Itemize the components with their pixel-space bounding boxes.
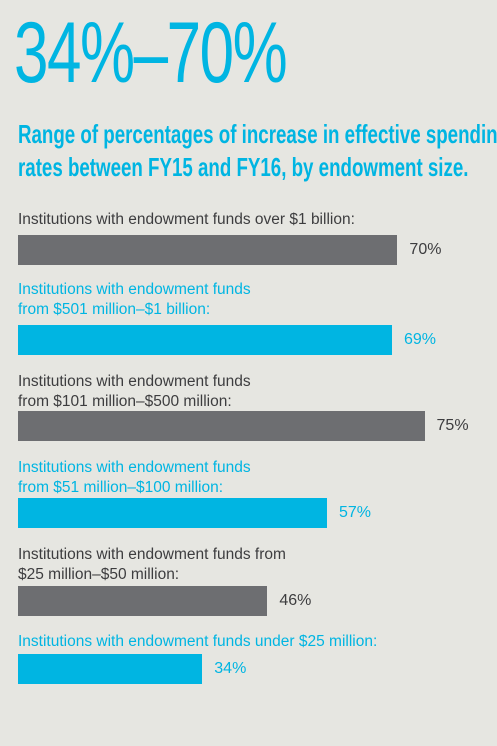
value-label: 34% — [214, 660, 247, 677]
value-label: 57% — [338, 504, 371, 521]
category-label: Institutions with endowment funds from $… — [18, 546, 286, 583]
category-label: Institutions with endowment funds over $… — [18, 211, 355, 228]
bar — [18, 411, 425, 441]
category-label: Institutions with endowment funds under … — [18, 633, 378, 650]
value-label: 69% — [404, 331, 437, 348]
bar — [18, 586, 268, 616]
chart-title: 34%–70% — [14, 5, 288, 101]
value-label: 70% — [409, 241, 442, 258]
bar — [18, 498, 327, 528]
value-label: 75% — [436, 417, 469, 434]
value-label: 46% — [279, 592, 312, 609]
bar — [18, 235, 398, 265]
category-label: Institutions with endowment funds from $… — [18, 459, 251, 496]
category-label: Institutions with endowment funds from $… — [18, 373, 251, 410]
category-label: Institutions with endowment funds from $… — [18, 281, 251, 318]
bar — [18, 654, 203, 684]
bar — [18, 325, 392, 355]
chart-subtitle: Range of percentages of increase in effe… — [18, 119, 497, 182]
